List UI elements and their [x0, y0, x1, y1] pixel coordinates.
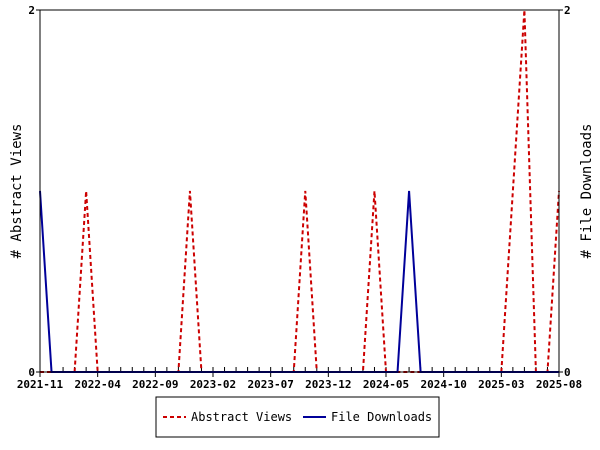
legend: Abstract Views File Downloads	[155, 396, 440, 438]
x-tick-label: 2025-08	[536, 378, 582, 391]
lines-layer	[39, 9, 560, 373]
x-tick-label: 2023-02	[190, 378, 236, 391]
y-left-tick-label: 2	[28, 4, 35, 17]
ticks-layer	[36, 9, 563, 377]
x-tick-label: 2024-10	[420, 378, 466, 391]
x-tick-label: 2025-03	[478, 378, 524, 391]
labels-layer: 2021-11 2022-04 2022-09 2023-02 2023-07 2023-…	[17, 4, 582, 391]
legend-box	[155, 396, 440, 438]
x-tick-label: 2023-07	[247, 378, 293, 391]
x-tick-label: 2022-09	[132, 378, 178, 391]
y-right-tick-label: 2	[564, 4, 571, 17]
y-left-tick-label: 0	[28, 366, 35, 379]
legend-label-file-downloads: File Downloads	[331, 410, 432, 424]
series-line-abstract-views	[40, 9, 560, 373]
left-axis-title: # Abstract Views	[9, 124, 25, 259]
x-tick-label: 2022-04	[74, 378, 121, 391]
x-tick-label: 2021-11	[17, 378, 64, 391]
y-right-tick-label: 0	[564, 366, 571, 379]
right-axis-title: # File Downloads	[579, 124, 595, 259]
plot-frame	[39, 9, 560, 373]
x-tick-label: 2023-12	[305, 378, 351, 391]
x-tick-label: 2024-05	[363, 378, 409, 391]
legend-label-abstract-views: Abstract Views	[191, 410, 292, 424]
